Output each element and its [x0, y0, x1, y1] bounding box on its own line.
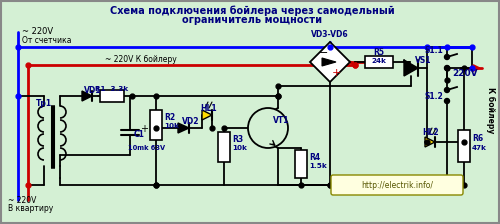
Text: 24k: 24k — [372, 58, 386, 64]
Polygon shape — [425, 137, 435, 147]
Text: HL1: HL1 — [200, 103, 216, 112]
Polygon shape — [404, 60, 418, 76]
Text: R5: R5 — [374, 47, 384, 56]
Bar — [100, 90, 124, 102]
Bar — [458, 130, 470, 162]
Text: R4: R4 — [309, 153, 320, 162]
Text: 47k: 47k — [472, 145, 487, 151]
Text: −: − — [320, 48, 328, 58]
Text: Тр1: Тр1 — [36, 99, 52, 108]
Text: ~ 220V: ~ 220V — [8, 196, 36, 205]
Text: S1.1: S1.1 — [424, 45, 443, 54]
Text: +: + — [332, 68, 340, 78]
Text: VD3-VD6: VD3-VD6 — [311, 30, 349, 39]
Text: S1.2: S1.2 — [424, 91, 443, 101]
Text: VS1: VS1 — [415, 56, 432, 65]
Text: VD1: VD1 — [84, 86, 102, 95]
Text: Схема подключения бойлера через самодельный: Схема подключения бойлера через самодель… — [110, 6, 395, 16]
Circle shape — [248, 108, 288, 148]
Polygon shape — [310, 42, 350, 82]
Text: 10mk 63V: 10mk 63V — [128, 145, 165, 151]
Bar — [295, 150, 307, 178]
Text: 220V: 220V — [452, 69, 478, 78]
Text: К бойлеру: К бойлеру — [486, 87, 496, 133]
Bar — [218, 132, 230, 162]
Text: R2: R2 — [164, 112, 175, 121]
Text: 10k: 10k — [164, 123, 179, 129]
Text: От счетчика: От счетчика — [22, 35, 72, 45]
Text: ~ 220V: ~ 220V — [22, 26, 53, 35]
Polygon shape — [82, 91, 92, 101]
Text: В квартиру: В квартиру — [8, 203, 53, 213]
Circle shape — [444, 88, 450, 93]
FancyBboxPatch shape — [331, 175, 463, 195]
Text: +: + — [140, 124, 148, 134]
Text: http://electrik.info/: http://electrik.info/ — [361, 181, 433, 190]
Polygon shape — [202, 110, 212, 120]
Text: VD2: VD2 — [182, 116, 200, 125]
Circle shape — [444, 99, 450, 103]
Text: ~ 220V К бойлеру: ~ 220V К бойлеру — [105, 54, 177, 63]
Polygon shape — [322, 58, 336, 66]
Polygon shape — [178, 123, 189, 133]
Text: 1.5k: 1.5k — [309, 163, 327, 169]
Bar — [150, 110, 162, 140]
Text: C1: C1 — [134, 129, 145, 138]
Circle shape — [444, 54, 450, 60]
Text: R1  3.3k: R1 3.3k — [96, 86, 128, 92]
Text: ограничитель мощности: ограничитель мощности — [182, 15, 322, 25]
Text: R3: R3 — [232, 134, 243, 144]
Text: VT1: VT1 — [273, 116, 289, 125]
Circle shape — [444, 65, 450, 71]
Bar — [365, 56, 393, 68]
Text: 10k: 10k — [232, 145, 247, 151]
Text: R6: R6 — [472, 134, 483, 142]
Text: HL2: HL2 — [422, 127, 438, 136]
